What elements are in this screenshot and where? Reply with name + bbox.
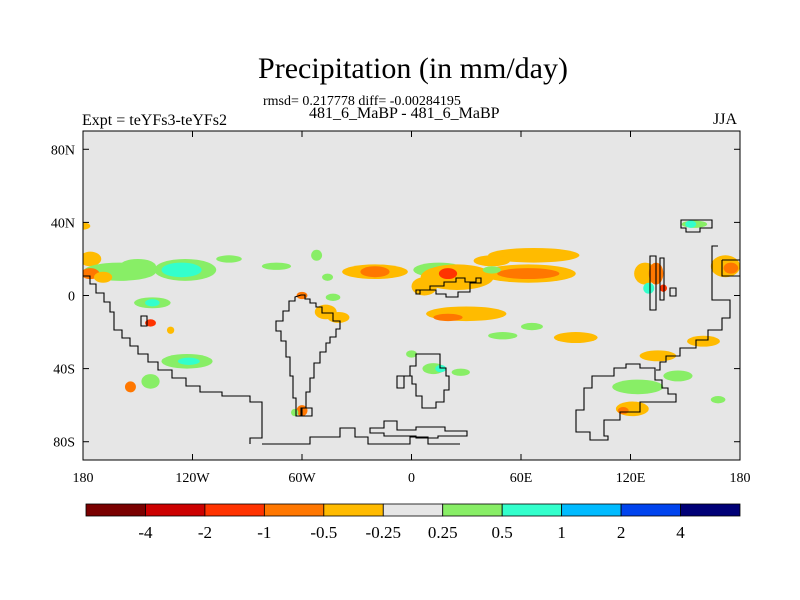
colorbar-swatch-0 [85,503,146,517]
anomaly-region-7 [216,255,242,263]
anomaly-region-42 [435,364,447,373]
anomaly-region-4 [161,262,202,278]
x-tick-label-1: 120W [175,471,210,486]
colorbar-swatch-8 [561,503,622,517]
anomaly-region-48 [643,282,655,294]
y-tick-label-2: 0 [68,290,75,305]
anomaly-region-43 [451,368,470,376]
anomaly-region-17 [124,381,136,393]
colorbar: -4 -2 -1 -0.5 -0.25 0.25 0.5 1 2 4 [85,503,741,542]
anomaly-region-11 [145,299,160,307]
coastline-antarctic-peninsula [369,420,468,439]
colorbar-label-1: -2 [198,523,212,542]
colorbar-swatch-9 [620,503,681,517]
x-tick-label-3: 0 [408,471,415,486]
colorbar-label-3: -0.5 [310,523,337,542]
x-tick-label-5: 120E [616,471,646,486]
colorbar-swatch-10 [680,503,741,517]
anomaly-region-51 [685,220,697,228]
x-tick-label-4: 60E [510,471,533,486]
x-tick-label-0: 180 [73,471,94,486]
anomaly-region-49 [659,284,667,292]
coastline-africa [415,277,482,298]
colorbar-label-8: 2 [617,523,626,542]
anomaly-region-0 [83,251,102,267]
coastline-layer [83,219,740,445]
anomaly-region-13 [166,326,175,334]
anomaly-region-40 [521,322,543,331]
anomaly-region-57 [663,370,693,382]
x-tick-label-2: 60W [288,471,316,486]
chart-title: Precipitation (in mm/day) [258,52,568,85]
anomaly-region-38 [433,313,463,322]
coastline-pacific-east [656,245,731,371]
colorbar-label-4: -0.25 [366,523,401,542]
anomaly-region-33 [473,255,511,267]
coastline-japan [680,219,713,233]
axes-layer: 180 120W 60W 0 60E 120E 180 80N 40N 0 40S 80S [51,131,751,486]
coastline-australia [575,363,677,441]
colorbar-label-9: 4 [676,523,685,542]
colorbar-swatch-5 [382,503,444,517]
stats-text: rmsd= 0.217778 diff= -0.00284195 [263,94,461,109]
anomaly-region-25 [360,266,390,278]
coastline-south-africa [396,353,450,409]
y-tick-label-3: 40S [53,363,75,378]
colorbar-label-5: 0.25 [428,523,458,542]
anomaly-region-23 [291,408,299,417]
coastline-small-islands [140,315,313,417]
coastline-pacific-west [83,275,263,444]
colorbar-label-2: -1 [257,523,271,542]
anomaly-region-29 [420,264,494,291]
colorbar-swatch-6 [442,503,503,517]
anomaly-region-8 [261,262,292,270]
coastline-east-asia [721,250,740,277]
anomaly-region-31 [411,277,438,296]
anomaly-region-30 [438,268,458,280]
anomaly-region-54 [83,222,91,230]
runs-text: 481_6_MaBP - 481_6_MaBP [309,105,500,122]
anomaly-region-9 [311,249,323,261]
anomaly-region-12 [145,319,156,327]
coastline-maritime-islands [649,255,677,311]
anomaly-region-16 [141,374,160,389]
colorbar-swatch-2 [204,503,265,517]
anomaly-region-45 [488,332,518,340]
y-tick-label-1: 40N [51,216,75,231]
experiment-label: Expt = teYFs3-teYFs2 [82,112,228,129]
colorbar-swatch-7 [501,503,563,517]
colorbar-swatch-4 [323,503,384,517]
anomaly-region-60 [617,406,629,415]
anomaly-region-35 [497,268,560,280]
coastline-south-america [275,294,341,417]
anomaly-region-36 [482,266,501,274]
anomaly-region-44 [406,350,417,358]
anomaly-region-6 [93,271,113,283]
colorbar-swatch-3 [263,503,325,517]
anomaly-region-61 [710,396,726,404]
colorbar-label-0: -4 [138,523,153,542]
y-tick-label-4: 80S [53,436,75,451]
anomaly-region-19 [325,293,341,301]
season-label: JJA [713,111,738,128]
anomaly-region-26 [322,273,334,281]
anomaly-region-53 [723,262,739,274]
anomaly-layer [83,220,740,417]
anomaly-region-55 [639,350,677,362]
anomaly-region-56 [687,335,720,347]
x-tick-label-6: 180 [730,471,751,486]
colorbar-label-7: 1 [557,523,566,542]
anomaly-region-15 [177,357,200,365]
coastline-antarctica [262,427,460,445]
anomaly-region-32 [488,247,580,263]
anomaly-region-39 [553,332,598,344]
colorbar-label-6: 0.5 [492,523,513,542]
anomaly-region-58 [612,379,664,395]
y-tick-label-0: 80N [51,143,75,158]
colorbar-swatch-1 [145,503,206,517]
